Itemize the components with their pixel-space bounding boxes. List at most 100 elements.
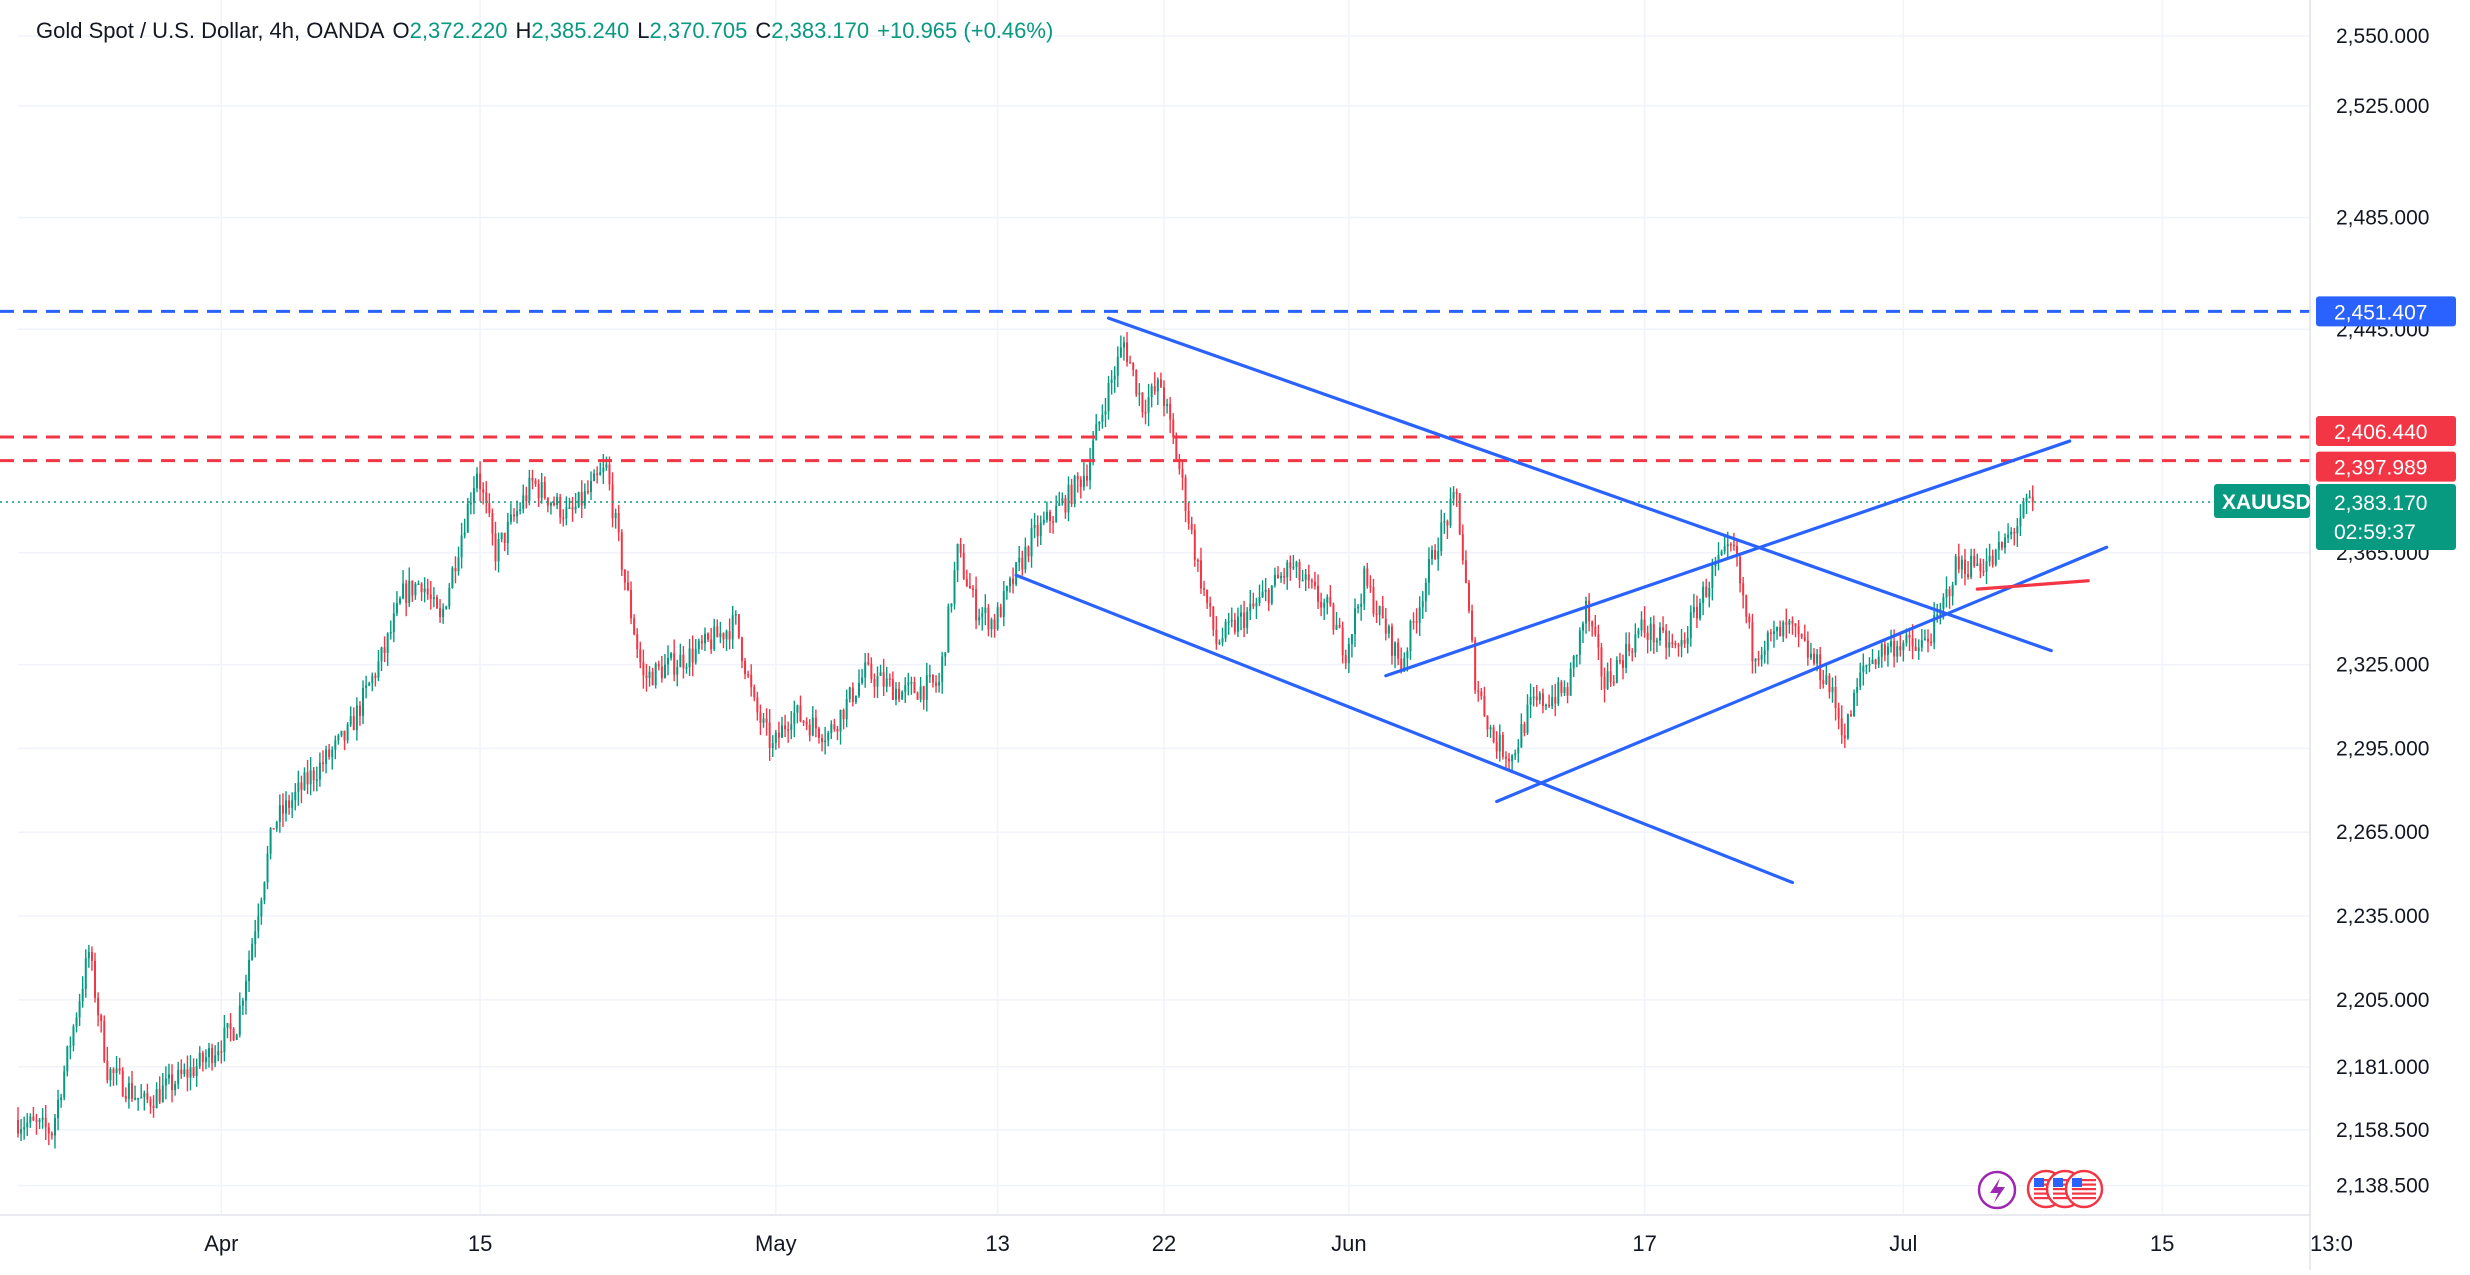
- candle-99: [321, 750, 324, 772]
- candle-596: [1853, 689, 1856, 717]
- candle-406: [1267, 587, 1270, 612]
- candle-249: [784, 714, 787, 738]
- candle-184: [583, 483, 586, 509]
- high-label: H: [515, 18, 532, 43]
- lightning-icon[interactable]: [1977, 1170, 2017, 1210]
- candle-344: [1076, 472, 1079, 493]
- time-tick-label-0: Apr: [204, 1231, 238, 1256]
- upper-falling-line[interactable]: [1106, 316, 2053, 653]
- candle-131: [420, 582, 423, 602]
- candle-152: [485, 481, 488, 514]
- rising-channel-lower[interactable]: [1495, 545, 2109, 804]
- candle-637: [1979, 558, 1982, 579]
- candle-166: [528, 469, 531, 506]
- candle-358: [1119, 335, 1122, 359]
- candle-545: [1695, 595, 1698, 629]
- candle-139: [445, 605, 448, 610]
- candle-572: [1779, 620, 1782, 637]
- candle-652: [2025, 493, 2028, 515]
- candle-425: [1326, 594, 1329, 615]
- candle-601: [1868, 657, 1871, 673]
- horizontal-levels[interactable]: [0, 309, 2310, 503]
- trend-lines[interactable]: [1014, 316, 2109, 885]
- candle-454: [1415, 608, 1418, 634]
- candle-398: [1243, 600, 1246, 638]
- candle-317: [993, 613, 996, 638]
- candle-464: [1446, 519, 1449, 539]
- open-value: 2,372.220: [409, 18, 508, 43]
- candle-64: [214, 1045, 217, 1068]
- candle-30: [109, 1067, 112, 1087]
- candle-11: [50, 1131, 53, 1140]
- candle-627: [1948, 586, 1951, 609]
- candle-106: [343, 730, 346, 751]
- candle-459: [1431, 545, 1434, 565]
- candle-453: [1412, 612, 1415, 630]
- lower-falling-line[interactable]: [1014, 573, 1795, 885]
- candle-394: [1230, 607, 1233, 628]
- candle-318: [996, 602, 999, 631]
- candle-550: [1711, 558, 1714, 601]
- candle-130: [417, 580, 420, 586]
- candle-448: [1397, 638, 1400, 666]
- time-axis[interactable]: Apr 15 May 13 22 Jun 17 Jul 15 13:0: [0, 1214, 2353, 1256]
- candle-138: [442, 603, 445, 624]
- candle-50: [171, 1064, 174, 1103]
- candle-80: [263, 881, 266, 905]
- candle-618: [1920, 629, 1923, 652]
- candle-159: [506, 512, 509, 555]
- us-flag-event-icon-2[interactable]: [2064, 1169, 2104, 1209]
- rising-channel-upper[interactable]: [1384, 439, 2072, 678]
- candle-158: [503, 532, 506, 552]
- candle-509: [1585, 596, 1588, 634]
- candle-458: [1427, 547, 1430, 596]
- candle-559: [1739, 552, 1742, 593]
- candle-60: [201, 1050, 204, 1072]
- short-red-line[interactable]: [1975, 579, 2090, 591]
- candle-242: [762, 712, 765, 728]
- candle-404: [1261, 580, 1264, 599]
- candle-363: [1135, 369, 1138, 397]
- candle-445: [1387, 624, 1390, 639]
- candle-385: [1203, 580, 1206, 597]
- candle-100: [325, 745, 328, 774]
- candle-571: [1776, 626, 1779, 640]
- candle-171: [543, 476, 546, 500]
- candle-33: [118, 1057, 121, 1075]
- candle-592: [1840, 705, 1843, 744]
- candle-463: [1443, 512, 1446, 534]
- candle-319: [999, 603, 1002, 618]
- candle-98: [318, 752, 321, 787]
- candle-650: [2019, 504, 2022, 537]
- candle-402: [1255, 597, 1258, 620]
- candle-578: [1797, 620, 1800, 648]
- candle-599: [1862, 653, 1865, 686]
- candle-278: [873, 673, 876, 698]
- price-axis[interactable]: 2,550.0002,525.0002,485.0002,445.0002,36…: [2309, 0, 2429, 1270]
- candle-535: [1665, 624, 1668, 660]
- candle-642: [1994, 548, 1997, 567]
- candle-620: [1927, 629, 1929, 653]
- candle-279: [876, 666, 879, 699]
- candle-51: [174, 1080, 177, 1096]
- candle-423: [1320, 592, 1323, 617]
- close-value: 2,383.170: [771, 18, 870, 43]
- candle-506: [1575, 654, 1578, 668]
- candle-315: [987, 603, 990, 637]
- open-label: O: [392, 18, 410, 43]
- candle-222: [700, 634, 703, 650]
- candle-630: [1957, 543, 1960, 574]
- candle-442: [1378, 605, 1381, 626]
- candle-495: [1541, 688, 1544, 714]
- candle-193: [611, 472, 614, 528]
- level-badge-1-text: 2,406.440: [2334, 421, 2427, 444]
- candle-39: [137, 1097, 140, 1111]
- event-icons[interactable]: [1977, 1169, 2104, 1210]
- candle-5: [32, 1106, 35, 1122]
- candle-312: [978, 608, 981, 626]
- change-value: +10.965 (+0.46%): [877, 18, 1054, 43]
- candle-580: [1803, 624, 1806, 642]
- candle-461: [1437, 537, 1440, 571]
